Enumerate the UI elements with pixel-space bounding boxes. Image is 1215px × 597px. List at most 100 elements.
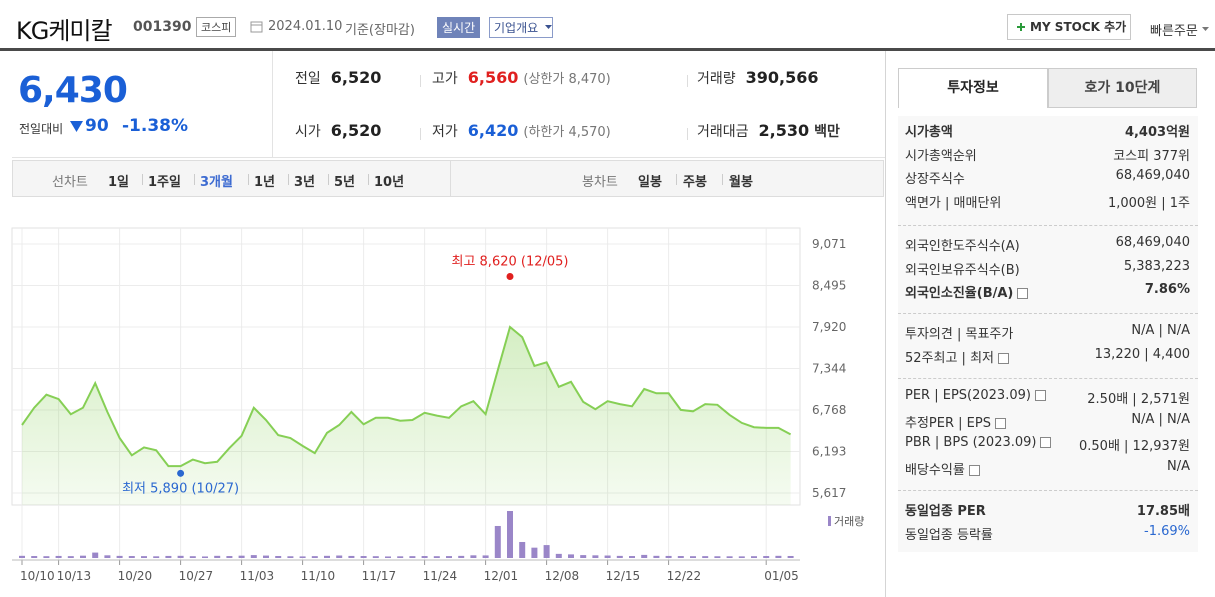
overview-button[interactable]: 기업개요 [489, 17, 554, 38]
info-value: 68,469,040 [1115, 168, 1190, 184]
volume-bar [287, 556, 294, 558]
my-stock-button[interactable]: MY STOCK 추가 [1007, 14, 1131, 40]
tab-separator [288, 174, 289, 185]
item-separator [687, 128, 688, 140]
info-value: 7.86% [1144, 282, 1190, 298]
volume-bar [311, 556, 318, 558]
header-rule [0, 48, 1215, 51]
down-triangle [70, 121, 83, 132]
calendar-icon [250, 21, 263, 33]
period-tab[interactable]: 1주일 [148, 175, 181, 190]
quote-sub: (하한가 4,570) [523, 125, 611, 140]
item-separator [420, 75, 421, 87]
volume-bar [519, 541, 526, 558]
volume-bar [263, 555, 269, 558]
info-value: 0.50배 | 12,937원 [1079, 439, 1190, 455]
realtime-badge[interactable]: 실시간 [437, 17, 481, 38]
tab-separator [142, 174, 143, 185]
volume-bar [421, 556, 428, 558]
y-tick-label: 9,071 [812, 237, 846, 251]
volume-bar [214, 555, 221, 558]
period-tab[interactable]: 3년 [294, 175, 316, 190]
x-tick-label: 10/27 [179, 569, 214, 583]
volume-bar [592, 555, 599, 558]
x-tick-label: 10/10 [20, 569, 55, 583]
x-tick-label: 10/13 [57, 569, 92, 583]
x-tick-label: 12/01 [484, 569, 519, 583]
volume-bar [116, 555, 123, 558]
volume-bar [43, 556, 50, 558]
plus-icon [1017, 23, 1025, 31]
quote-label: 저가 [432, 124, 458, 140]
candle-tab[interactable]: 일봉 [638, 175, 662, 190]
period-tab[interactable]: 3개월 [200, 175, 233, 190]
volume-bar [19, 555, 25, 558]
volume-bar [653, 555, 660, 558]
volume-bar [31, 556, 38, 558]
info-label: 액면가 | 매매단위 [905, 195, 1002, 211]
high-annotation: 최고 8,620 (12/05) [451, 255, 568, 270]
quick-order[interactable]: 빠른주문 [1150, 24, 1198, 39]
candle-tab[interactable]: 주봉 [683, 175, 707, 190]
x-tick-label: 01/05 [764, 569, 799, 583]
info-label: 52주최고 | 최저 [905, 347, 1009, 366]
group-separator [898, 313, 1198, 314]
info-value: 68,469,040 [1115, 235, 1190, 250]
tab-separator [328, 174, 329, 185]
volume-bar [324, 555, 330, 558]
volume-bar [433, 556, 440, 558]
volume-bar [677, 556, 684, 558]
volume-bar [67, 556, 74, 558]
period-tab[interactable]: 1년 [254, 175, 276, 190]
volume-bar [580, 555, 587, 558]
info-label: 외국인소진율(B/A) [905, 282, 1029, 301]
side-divider [885, 51, 886, 597]
volume-bar [555, 553, 562, 558]
y-tick-label: 7,920 [812, 320, 846, 334]
change-percent: -1.38% [122, 116, 189, 136]
volume-bar [360, 556, 367, 558]
volume-bar [226, 556, 233, 558]
area-fill [22, 327, 791, 505]
period-tab[interactable]: 5년 [334, 175, 356, 190]
y-tick-label: 6,193 [812, 444, 846, 458]
volume-bar [202, 556, 208, 558]
info-tab[interactable]: 호가 10단계 [1048, 68, 1197, 108]
quote-sub: (상한가 8,470) [523, 72, 611, 87]
volume-bar [470, 555, 477, 558]
help-icon [994, 417, 1006, 429]
quote-label: 고가 [432, 71, 458, 87]
volume-bar [738, 556, 745, 558]
info-value: 4,403억원 [1124, 125, 1190, 140]
volume-bar [507, 511, 513, 558]
volume-bar [238, 555, 245, 558]
volume-bar [104, 555, 111, 558]
legend-swatch [828, 516, 831, 526]
volume-bar [275, 555, 282, 558]
company-name: KG케미칼 [16, 17, 113, 45]
info-box [898, 116, 1198, 552]
info-value: -1.69% [1144, 523, 1190, 539]
info-tab-active[interactable]: 투자정보 [898, 68, 1048, 108]
dropdown-arrow [1202, 27, 1209, 31]
quote-item: 거래대금 2,530 백만 [697, 121, 840, 141]
period-tab[interactable]: 10년 [374, 175, 405, 190]
tab-separator [676, 174, 677, 185]
volume-bar [604, 555, 611, 558]
volume-bar [177, 555, 184, 558]
help-icon [1034, 390, 1046, 401]
quote-item: 저가 6,420 (하한가 4,570) [432, 121, 611, 141]
volume-bar [543, 545, 550, 558]
quote-item: 전일 6,520 [295, 68, 381, 88]
chart-layer: 5,617 6,193 6,768 7,344 7,920 8,495 9,071 10/10… [11, 227, 864, 583]
quote-item: 거래량 390,566 [697, 68, 819, 88]
volume-bar [372, 556, 379, 558]
y-tick-label: 6,768 [812, 403, 846, 417]
volume-bar [409, 556, 416, 558]
info-value: 2.50배 | 2,571원 [1087, 392, 1190, 407]
chart-tabs [12, 160, 884, 197]
volume-bar [751, 556, 757, 558]
period-tab[interactable]: 1일 [108, 175, 130, 190]
candle-tab[interactable]: 월봉 [729, 175, 753, 190]
stock-code: 001390 [133, 19, 192, 35]
